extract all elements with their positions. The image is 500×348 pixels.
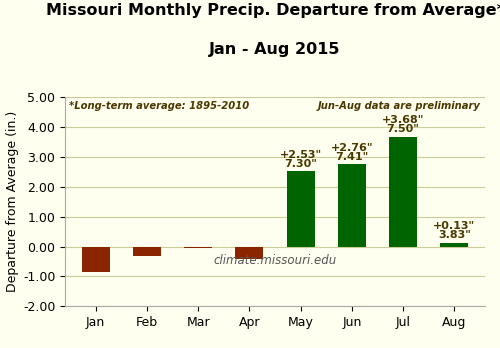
- Bar: [286, 171, 314, 247]
- Text: Missouri Monthly Precip. Departure from Average*: Missouri Monthly Precip. Departure from …: [46, 3, 500, 18]
- Text: +2.53": +2.53": [280, 150, 322, 160]
- Text: +3.68": +3.68": [382, 116, 424, 126]
- Bar: [440, 243, 468, 247]
- Text: climate.missouri.edu: climate.missouri.edu: [214, 254, 336, 267]
- Text: Jan - Aug 2015: Jan - Aug 2015: [209, 42, 341, 57]
- Text: 3.83": 3.83": [438, 230, 470, 240]
- Text: *Long-term average: 1895-2010: *Long-term average: 1895-2010: [69, 101, 250, 111]
- Text: 7.41": 7.41": [335, 152, 368, 162]
- Text: +0.13": +0.13": [433, 221, 476, 231]
- Text: 7.30": 7.30": [284, 159, 317, 169]
- Bar: [389, 137, 417, 247]
- Bar: [82, 247, 110, 272]
- Text: Jun-Aug data are preliminary: Jun-Aug data are preliminary: [318, 101, 481, 111]
- Text: 7.50": 7.50": [386, 125, 420, 134]
- Bar: [133, 247, 161, 255]
- Bar: [338, 164, 366, 247]
- Bar: [236, 247, 264, 259]
- Text: +2.76": +2.76": [330, 143, 373, 153]
- Bar: [184, 247, 212, 248]
- Y-axis label: Departure from Average (in.): Departure from Average (in.): [6, 111, 18, 292]
